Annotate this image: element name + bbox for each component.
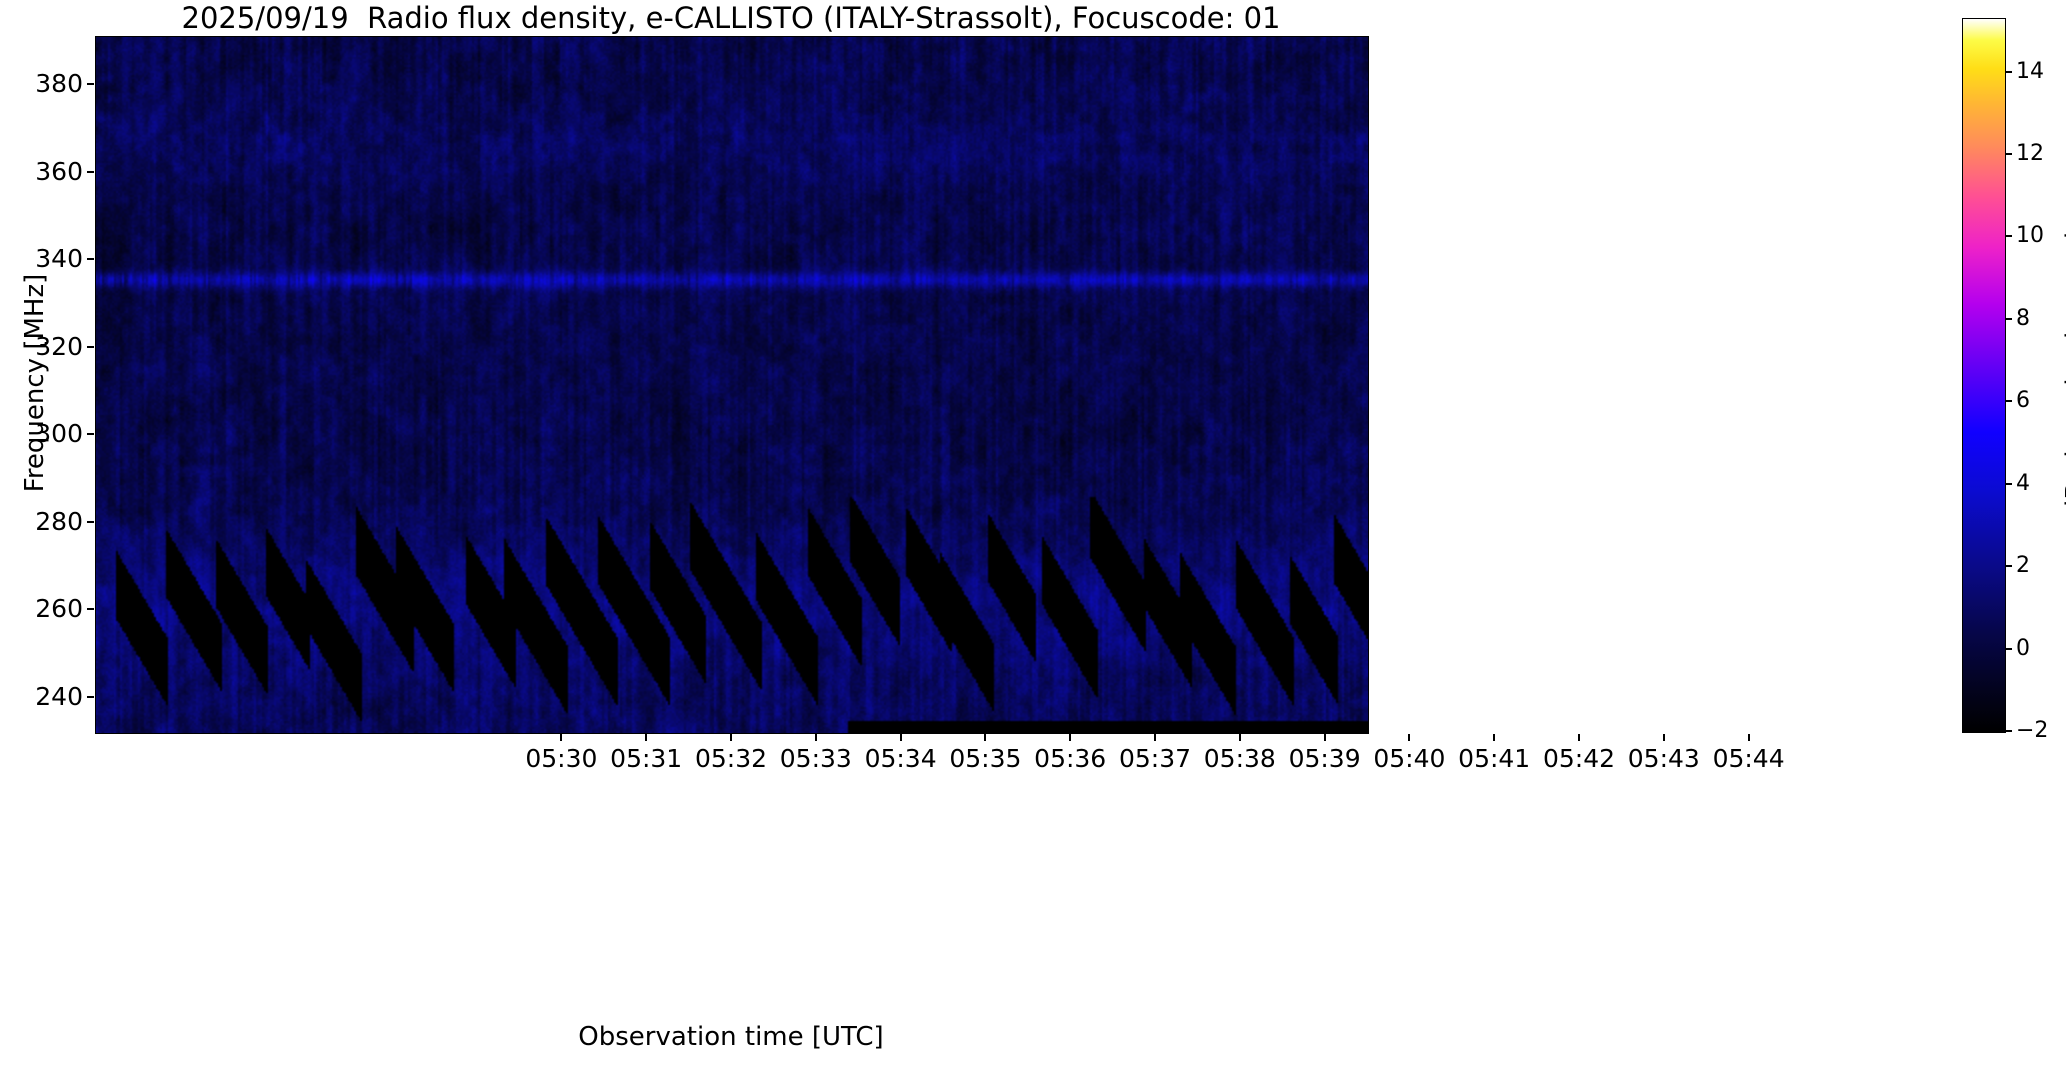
x-tick-mark xyxy=(814,734,817,741)
x-tick-mark xyxy=(1408,734,1411,741)
colorbar-tick-mark xyxy=(2005,70,2012,73)
colorbar-label: dB above background xyxy=(2061,231,2066,516)
colorbar-tick-mark xyxy=(2005,317,2012,320)
x-tick-label: 05:39 xyxy=(1288,744,1361,773)
x-tick-mark xyxy=(1747,734,1750,741)
chart-title: 2025/09/19 Radio flux density, e-CALLIST… xyxy=(181,1,1281,35)
x-tick-label: 05:41 xyxy=(1458,744,1531,773)
x-tick-label: 05:38 xyxy=(1203,744,1276,773)
colorbar-tick-label: 6 xyxy=(2016,388,2030,414)
spectrogram-axes xyxy=(95,36,1369,734)
x-tick-label: 05:44 xyxy=(1712,744,1785,773)
y-tick-label: 340 xyxy=(35,244,83,274)
x-tick-mark xyxy=(730,734,732,741)
colorbar-tick-label: 14 xyxy=(2016,58,2044,84)
y-tick-mark xyxy=(87,170,94,173)
x-tick-mark xyxy=(1493,734,1496,741)
y-tick-label: 260 xyxy=(35,594,83,624)
colorbar-tick-label: 4 xyxy=(2016,470,2030,496)
y-tick-mark xyxy=(87,433,94,436)
x-tick-label: 05:33 xyxy=(779,744,852,773)
spectrogram-raster xyxy=(96,37,1368,733)
y-tick-mark xyxy=(87,83,94,86)
x-tick-mark xyxy=(560,734,563,741)
colorbar-tick-label: 12 xyxy=(2016,141,2044,166)
y-tick-mark xyxy=(87,345,94,348)
y-tick-label: 240 xyxy=(35,681,83,711)
x-tick-label: 05:40 xyxy=(1373,744,1446,773)
x-tick-label: 05:36 xyxy=(1034,744,1107,773)
x-tick-mark xyxy=(1069,734,1072,741)
x-tick-mark xyxy=(1154,734,1156,741)
x-tick-label: 05:31 xyxy=(610,744,683,773)
x-tick-mark xyxy=(899,734,902,741)
colorbar-tick-label: 10 xyxy=(2016,223,2044,249)
x-tick-label: 05:42 xyxy=(1542,744,1616,773)
x-tick-label: 05:43 xyxy=(1627,744,1700,773)
colorbar-tick-mark xyxy=(2005,153,2012,155)
y-tick-label: 280 xyxy=(35,506,83,536)
x-tick-mark xyxy=(1578,734,1580,741)
x-tick-label: 05:30 xyxy=(525,744,598,773)
colorbar-tick-label: 2 xyxy=(2016,553,2030,579)
y-tick-mark xyxy=(87,695,94,698)
spectrogram-image xyxy=(96,37,1368,733)
x-tick-mark xyxy=(1323,734,1326,741)
colorbar-tick-mark xyxy=(2005,730,2012,732)
colorbar-gradient xyxy=(1963,19,2005,732)
colorbar-tick-label: 8 xyxy=(2016,305,2030,331)
x-tick-label: 05:37 xyxy=(1118,744,1192,773)
colorbar-tick-label: −2 xyxy=(2016,718,2049,743)
y-tick-mark xyxy=(87,608,94,611)
colorbar-tick-mark xyxy=(2005,400,2012,403)
y-tick-label: 300 xyxy=(35,419,83,449)
colorbar-tick-mark xyxy=(2005,235,2012,238)
y-axis-label: Frequency [MHz] xyxy=(20,273,50,493)
colorbar-tick-mark xyxy=(2005,565,2012,568)
x-axis-label: Observation time [UTC] xyxy=(578,1022,884,1052)
x-tick-mark xyxy=(984,734,987,741)
colorbar xyxy=(1962,18,2006,733)
x-tick-mark xyxy=(645,734,648,741)
x-tick-label: 05:32 xyxy=(694,744,768,773)
colorbar-tick-label: 0 xyxy=(2016,635,2030,661)
x-tick-mark xyxy=(1238,734,1241,741)
y-tick-mark xyxy=(87,520,94,523)
y-tick-label: 320 xyxy=(35,331,83,361)
x-tick-label: 05:35 xyxy=(949,744,1022,773)
y-tick-label: 360 xyxy=(35,156,83,186)
x-tick-label: 05:34 xyxy=(864,744,937,773)
y-tick-mark xyxy=(87,258,94,261)
y-tick-label: 380 xyxy=(35,69,83,99)
x-tick-mark xyxy=(1662,734,1665,741)
colorbar-tick-mark xyxy=(2005,647,2012,650)
colorbar-tick-mark xyxy=(2005,482,2012,485)
